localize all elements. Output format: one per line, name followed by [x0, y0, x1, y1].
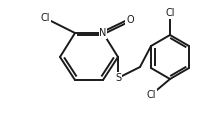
Text: Cl: Cl	[165, 8, 175, 18]
Text: S: S	[115, 73, 121, 83]
Text: Cl: Cl	[146, 90, 156, 100]
Text: N: N	[99, 28, 107, 38]
Text: Cl: Cl	[40, 13, 50, 23]
Text: O: O	[126, 15, 134, 25]
